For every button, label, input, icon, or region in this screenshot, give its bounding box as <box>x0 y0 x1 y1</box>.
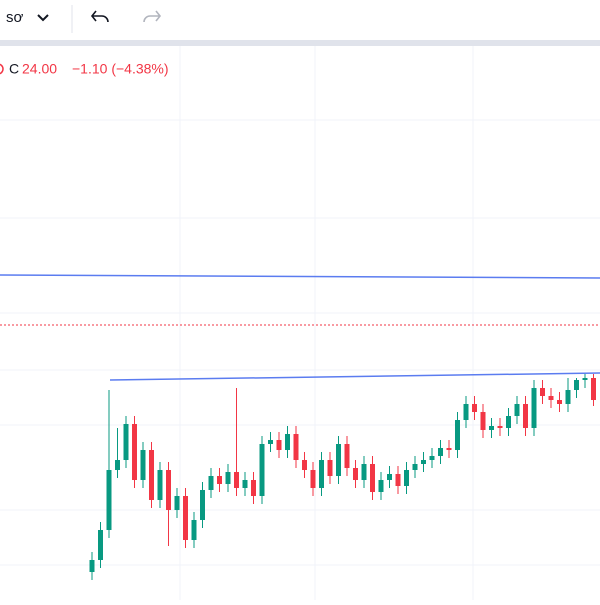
candle-body <box>140 450 146 480</box>
candle-body <box>302 460 307 470</box>
candle-body <box>489 426 494 430</box>
candle-body <box>106 470 112 530</box>
candle-body <box>523 404 528 428</box>
candle-body <box>115 460 120 470</box>
undo-button[interactable] <box>90 10 109 23</box>
candle-body <box>463 404 469 420</box>
candle-body <box>310 470 316 488</box>
candle-body <box>446 448 452 450</box>
dropdown-chevron[interactable] <box>37 14 49 22</box>
legend-change: −1.10 (−4.38%) <box>72 61 169 77</box>
candle-body <box>540 388 545 396</box>
candle-body <box>395 474 401 486</box>
candle-body <box>557 400 562 404</box>
candle-body <box>123 424 129 460</box>
candle-body <box>234 472 239 488</box>
candle-body <box>98 530 103 560</box>
candle-body <box>497 426 503 428</box>
legend-close: 24.00 <box>22 61 57 77</box>
candle-body <box>276 440 282 450</box>
candle-body <box>191 520 197 540</box>
trend-line <box>0 274 600 279</box>
legend-label: C <box>9 61 19 77</box>
candle-body <box>480 412 486 430</box>
candle-body <box>421 460 426 464</box>
candle-body <box>582 378 588 380</box>
candle-body <box>242 480 248 488</box>
toolbar <box>0 0 600 40</box>
candle-body <box>157 470 163 500</box>
candle-body <box>472 404 477 412</box>
candle-body <box>378 480 384 492</box>
candle-body <box>217 476 222 484</box>
candle-body <box>149 450 154 500</box>
candle-body <box>353 468 358 480</box>
candle-body <box>404 470 409 486</box>
candle-body <box>531 388 537 428</box>
candle-body <box>225 472 231 484</box>
candle-body <box>293 434 299 460</box>
candle-body <box>455 420 460 450</box>
trend-line <box>109 372 600 381</box>
candle-body <box>506 416 511 428</box>
candle-body <box>174 496 180 510</box>
candle-body <box>251 480 256 496</box>
candle-body <box>319 460 324 488</box>
candle-body <box>89 560 95 572</box>
candle-body <box>183 496 188 540</box>
candle-body <box>208 476 214 490</box>
candle-body <box>591 378 596 400</box>
toolbar-label[interactable]: sơ <box>6 9 24 26</box>
toolbar-border <box>0 40 600 46</box>
candle-body <box>166 470 171 510</box>
candle-body <box>200 490 205 520</box>
candle-body <box>285 434 290 450</box>
candle-body <box>259 444 265 496</box>
candle-body <box>429 456 435 460</box>
candle-body <box>514 404 520 416</box>
candle-body <box>438 448 443 456</box>
grid <box>0 46 600 600</box>
candle-body <box>344 444 350 468</box>
candle-body <box>370 464 375 492</box>
candle-body <box>336 444 341 476</box>
candles <box>89 374 596 580</box>
legend-icon <box>0 63 4 75</box>
candle-body <box>387 474 392 480</box>
candle-body <box>268 440 273 444</box>
candle-body <box>361 464 367 480</box>
candle-body <box>327 460 333 476</box>
candle-body <box>412 464 418 470</box>
candle-body <box>548 396 554 400</box>
candle-body <box>565 390 571 404</box>
redo-button[interactable] <box>143 10 162 23</box>
candle-body <box>132 424 137 480</box>
candle-body <box>574 380 579 390</box>
